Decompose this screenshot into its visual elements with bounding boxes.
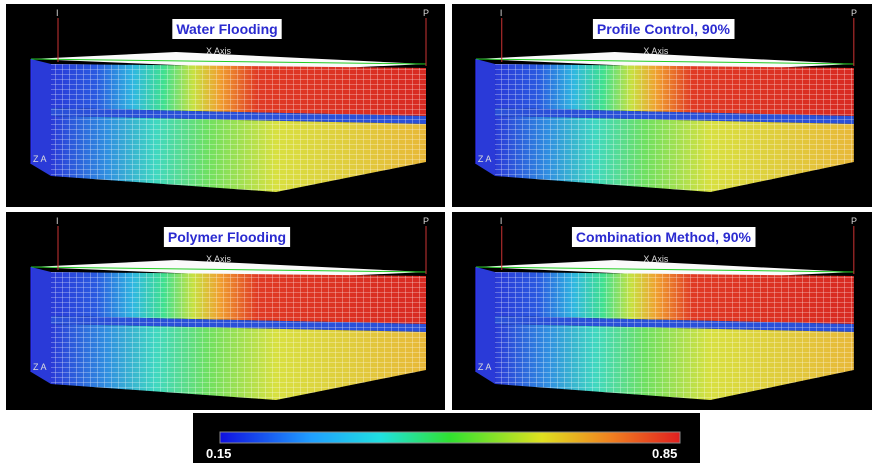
panel-title: Profile Control, 90% [597,21,731,37]
colorbar: 0.15 0.85 [193,413,700,463]
colorbar-gradient [220,432,680,443]
grid-overlay [495,272,854,400]
x-axis-label: X Axis [206,254,232,264]
panel: I P X Axis Z A Combination Method, 90% [452,212,872,410]
panel: I P X Axis Z A Water Flooding [6,4,445,207]
figure: I P X Axis Z A Water Flooding I P X Axis Z A Prof… [0,0,877,466]
z-axis-label: Z A [478,362,492,372]
producer-label: P [423,8,429,18]
injector-label: I [500,8,503,18]
panel-title: Combination Method, 90% [576,229,752,245]
producer-label: P [851,8,857,18]
grid-overlay [51,272,426,400]
colorbar-min: 0.15 [206,446,231,461]
panel: I P X Axis Z A Polymer Flooding [6,212,445,410]
x-axis-label: X Axis [643,254,669,264]
z-axis-label: Z A [33,154,47,164]
producer-label: P [423,216,429,226]
panel: I P X Axis Z A Profile Control, 90% [452,4,872,207]
z-axis-label: Z A [33,362,47,372]
z-axis-label: Z A [478,154,492,164]
x-axis-label: X Axis [206,46,232,56]
grid-overlay [51,64,426,192]
injector-label: I [56,216,59,226]
panels: I P X Axis Z A Water Flooding I P X Axis Z A Prof… [6,4,872,410]
x-axis-label: X Axis [643,46,669,56]
grid-overlay [495,64,854,192]
producer-label: P [851,216,857,226]
colorbar-max: 0.85 [652,446,677,461]
injector-label: I [500,216,503,226]
panel-title: Polymer Flooding [168,229,286,245]
injector-label: I [56,8,59,18]
panel-title: Water Flooding [176,21,277,37]
